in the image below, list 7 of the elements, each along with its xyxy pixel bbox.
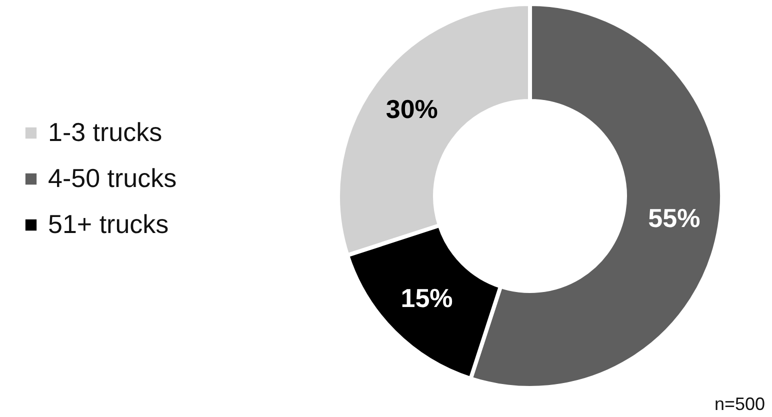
- legend-label: 4-50 trucks: [48, 163, 177, 193]
- legend-label: 1-3 trucks: [48, 117, 162, 147]
- data-label: 15%: [400, 283, 453, 314]
- text: n=500: [714, 394, 765, 414]
- legend-label: 51+ trucks: [48, 209, 169, 239]
- data-label: 55%: [648, 202, 700, 233]
- data-label: 30%: [386, 94, 438, 124]
